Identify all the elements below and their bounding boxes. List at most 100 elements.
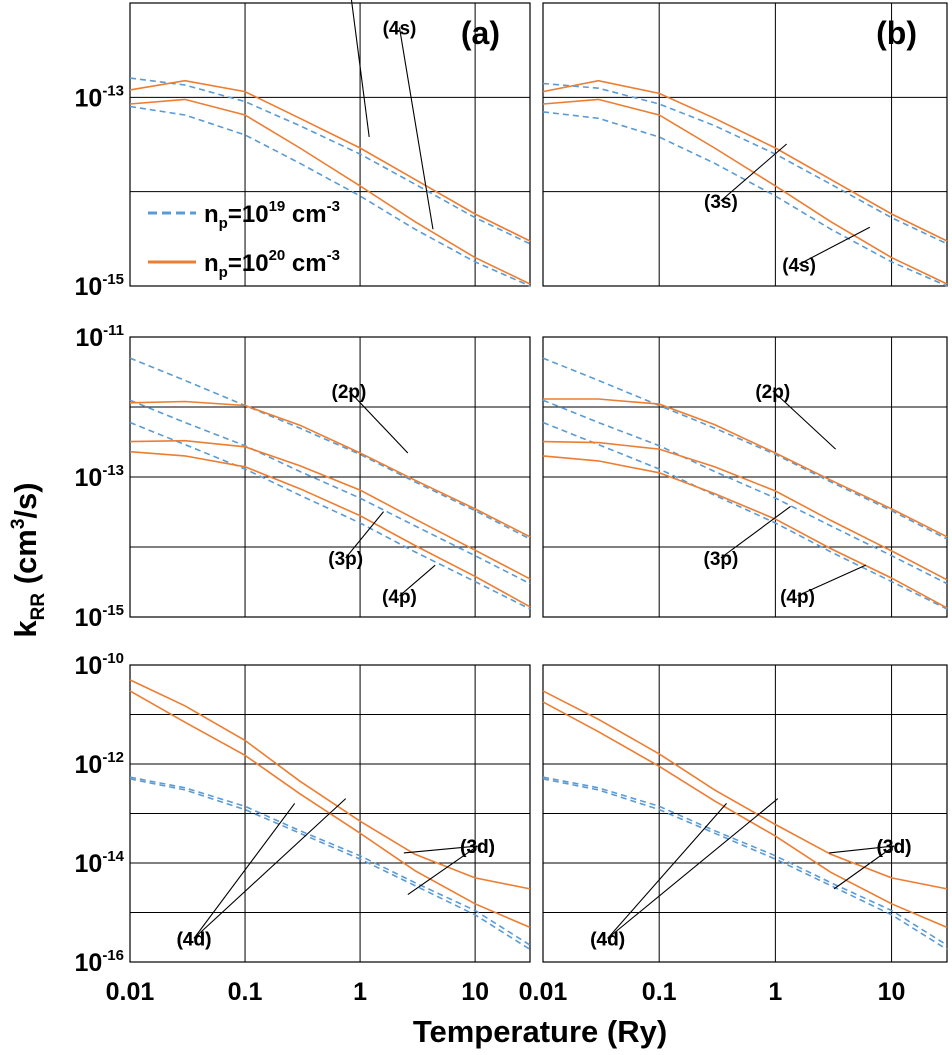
panel-b-s-grid <box>543 3 947 286</box>
y-tick-label: 10-15 <box>75 602 125 632</box>
panel-a-p-leader-line <box>348 390 409 454</box>
panels: (3s)(4s)(a)10-1310-15(3s)(4s)(b)(2p)(3p)… <box>75 0 948 977</box>
panel-b-d-series-3d-np20 <box>542 690 948 890</box>
panel-a-s-frame <box>129 2 531 287</box>
panel-b-d-leader-line <box>829 845 895 854</box>
panel-b-p: (2p) (3p) (4p) <box>542 336 948 618</box>
panel-b-p-annotation-label: (4p) <box>780 587 815 608</box>
panel-label-b: (b) <box>876 15 917 51</box>
panel-b-p-frame <box>542 336 948 618</box>
panel-a-p-annotation-label: (4p) <box>382 587 417 608</box>
panel-a-p-frame <box>129 336 531 618</box>
x-tick-label: 0.1 <box>228 978 263 1006</box>
x-tick-label: 10 <box>461 978 489 1006</box>
panel-b-s-series-3s-np19 <box>542 82 948 245</box>
panel-a-s-series-4s-np20 <box>129 98 531 285</box>
y-tick-label: 10-14 <box>75 848 125 878</box>
y-tick-label: 10-15 <box>75 271 125 301</box>
panel-a-s-series-3s-np19 <box>129 77 531 245</box>
panel-b-s-series-4s-np19 <box>542 111 948 287</box>
panel-a-d-annotation-label: (3d) <box>460 837 495 858</box>
y-axis-label: kRR (cm3/s) <box>8 482 49 637</box>
panel-a-p-grid <box>130 337 530 617</box>
panel-a-d-leader-line <box>403 845 478 854</box>
x-tick-label: 0.1 <box>642 978 677 1006</box>
x-tick-label: 1 <box>353 978 367 1006</box>
legend-label-np20: np=1020 cm-3 <box>204 247 340 281</box>
panel-a-d-leader-line <box>193 803 296 939</box>
panel-b-p-leader-line <box>797 564 867 597</box>
panel-b-p-annotation-label: (3p) <box>704 549 739 570</box>
panel-b-d-frame <box>542 664 948 963</box>
panel-a-p: (2p) (3p) (4p) 10-11 10-13 10-15 <box>75 322 531 632</box>
panel-b-d-leader-line <box>833 845 895 890</box>
panel-b-s-leader-line <box>720 143 787 202</box>
panel-b-d-leader-line <box>607 798 779 939</box>
panel-b-d-annotation-label: (4d) <box>590 929 625 950</box>
panel-b-p-grid <box>543 337 947 617</box>
panel-a-d-annotation-label: (4d) <box>177 929 212 950</box>
panel-b-p-series-4p-np20 <box>542 455 948 609</box>
panel-b-s-series-3s-np20 <box>542 79 948 242</box>
panel-a-s-grid <box>130 3 530 286</box>
panel-a-d-leader-line <box>407 845 478 896</box>
panel-a-p-series-4p-np19 <box>129 421 531 610</box>
panel-b-s-annotation-label: (3s) <box>704 192 738 213</box>
panel-b-p-leader-line <box>772 390 836 450</box>
panel-a-d-leader-line <box>193 798 347 939</box>
panel-b-p-leader-line <box>720 505 791 559</box>
legend: np=1019 cm-3 np=1020 cm-3 <box>148 198 340 281</box>
panel-b-p-series-2p-np19 <box>542 357 948 540</box>
panel-b-s-leader-line <box>798 226 871 265</box>
panel-a-p-annotation-label: (3p) <box>328 549 363 570</box>
panel-a-p-annotation-label: (2p) <box>332 382 367 403</box>
panel-b-s-annotation-label: (4s) <box>782 255 816 276</box>
y-tick-label: 10-10 <box>75 650 125 680</box>
x-tick-label: 10 <box>878 978 906 1006</box>
panel-b-d: (4d)(4d)(3d)(3d) <box>542 664 948 963</box>
panel-a-p-leader-line <box>399 564 436 597</box>
panel-b-p-series-3p-np20 <box>542 440 948 581</box>
y-tick-label: 10-12 <box>75 749 125 779</box>
x-tick-labels: 0.01 0.1 1 10 0.01 0.1 1 10 <box>106 978 906 1006</box>
x-tick-label: 0.01 <box>519 978 568 1006</box>
x-axis-label: Temperature (Ry) <box>413 1014 667 1049</box>
panel-a-d-series-3d-np20 <box>129 679 531 890</box>
panel-b-s-frame <box>542 2 948 287</box>
panel-b-p-series-3p-np19 <box>542 399 948 585</box>
panel-b-p-annotation-label: (2p) <box>755 382 790 403</box>
panel-a-d-frame <box>129 664 531 963</box>
panel-a-s-series-3s-np20 <box>129 79 531 242</box>
legend-label-np19: np=1019 cm-3 <box>204 198 340 232</box>
panel-b-p-series-4p-np19 <box>542 421 948 610</box>
panel-b-d-annotation-label: (3d) <box>877 837 912 858</box>
panel-a-s-leader-line <box>350 0 370 138</box>
panel-b-s-series-4s-np20 <box>542 98 948 285</box>
panel-b-d-leader-line <box>607 803 727 939</box>
panel-a-d-series-3d-np19 <box>129 778 531 951</box>
panel-a-s-series-4s-np19 <box>129 105 531 287</box>
x-tick-label: 1 <box>768 978 782 1006</box>
panel-a-s-annotation-label: (4s) <box>383 18 417 39</box>
panel-b-p-series-2p-np20 <box>543 398 948 538</box>
panel-b-d-series-4d-np19 <box>542 776 948 946</box>
panel-b-d-annotation-label: (4d) <box>590 929 625 950</box>
panel-label-a: (a) <box>461 15 500 51</box>
panel-b-d-series-4d-np20 <box>542 701 948 929</box>
y-tick-label: 10-16 <box>75 947 125 977</box>
panel-b-s: (3s) (4s) (b) <box>542 2 948 287</box>
y-tick-label: 10-13 <box>75 82 125 112</box>
panel-a-d-series-4d-np20 <box>129 690 531 929</box>
y-tick-label: 10-13 <box>75 462 125 492</box>
panel-a-p-series-2p-np19 <box>129 357 531 540</box>
panel-a-p-series-2p-np20 <box>129 400 531 538</box>
panel-b-d-series-3d-np19 <box>542 778 948 951</box>
panel-a-d-annotation-label: (3d) <box>460 837 495 858</box>
panel-b-d-grid <box>543 665 947 962</box>
panel-a-p-leader-line <box>345 511 384 559</box>
panel-a-p-series-3p-np20 <box>129 439 531 580</box>
y-tick-label: 10-11 <box>75 322 124 352</box>
